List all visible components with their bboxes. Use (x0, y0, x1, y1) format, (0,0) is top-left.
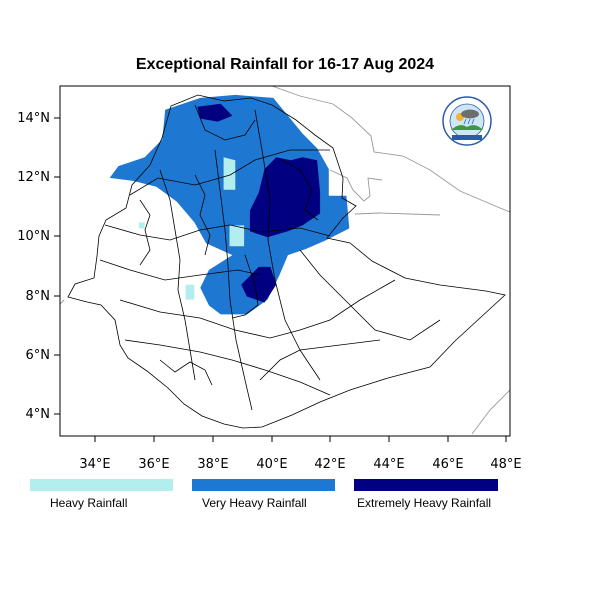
y-tick-label: 12°N (17, 170, 50, 185)
rainfall-area-extremely-heavy-rainfall (197, 103, 233, 122)
x-tick-label: 36°E (138, 457, 169, 472)
legend-label-very-heavy: Very Heavy Rainfall (202, 496, 307, 510)
rainfall-area-extremely-heavy-rainfall (249, 157, 321, 238)
y-tick-label: 14°N (17, 111, 50, 126)
rainfall-area-heavy-rainfall (138, 222, 145, 229)
rainfall-area-extremely-heavy-rainfall (241, 266, 277, 303)
y-tick-label: 8°N (26, 289, 51, 304)
y-tick-label: 6°N (26, 348, 51, 363)
legend-swatch-very-heavy (192, 479, 335, 491)
x-tick-label: 38°E (197, 457, 228, 472)
rainfall-area-heavy-rainfall (229, 225, 245, 247)
rainfall-layer (109, 94, 350, 315)
y-tick-label: 4°N (26, 407, 51, 422)
x-tick-label: 42°E (314, 457, 345, 472)
x-tick-label: 48°E (490, 457, 521, 472)
x-tick-label: 40°E (256, 457, 287, 472)
rainfall-area-heavy-rainfall (185, 284, 195, 300)
legend-swatch-extremely-heavy (354, 479, 498, 491)
map-title: Exceptional Rainfall for 16-17 Aug 2024 (135, 56, 435, 73)
legend-label-heavy: Heavy Rainfall (50, 496, 128, 510)
x-tick-label: 34°E (79, 457, 110, 472)
rainfall-area-heavy-rainfall (223, 157, 236, 190)
y-tick-label: 10°N (17, 229, 50, 244)
legend-label-extremely-heavy: Extremely Heavy Rainfall (357, 496, 492, 510)
admin-boundaries (67, 94, 506, 429)
x-tick-label: 44°E (373, 457, 404, 472)
map-frame (59, 85, 511, 437)
x-tick-label: 46°E (432, 457, 463, 472)
neighbour-borders (60, 86, 510, 435)
legend-swatch-heavy (30, 479, 173, 491)
meteorology-agency-logo-icon (442, 96, 492, 146)
axis-ticks (54, 117, 507, 442)
